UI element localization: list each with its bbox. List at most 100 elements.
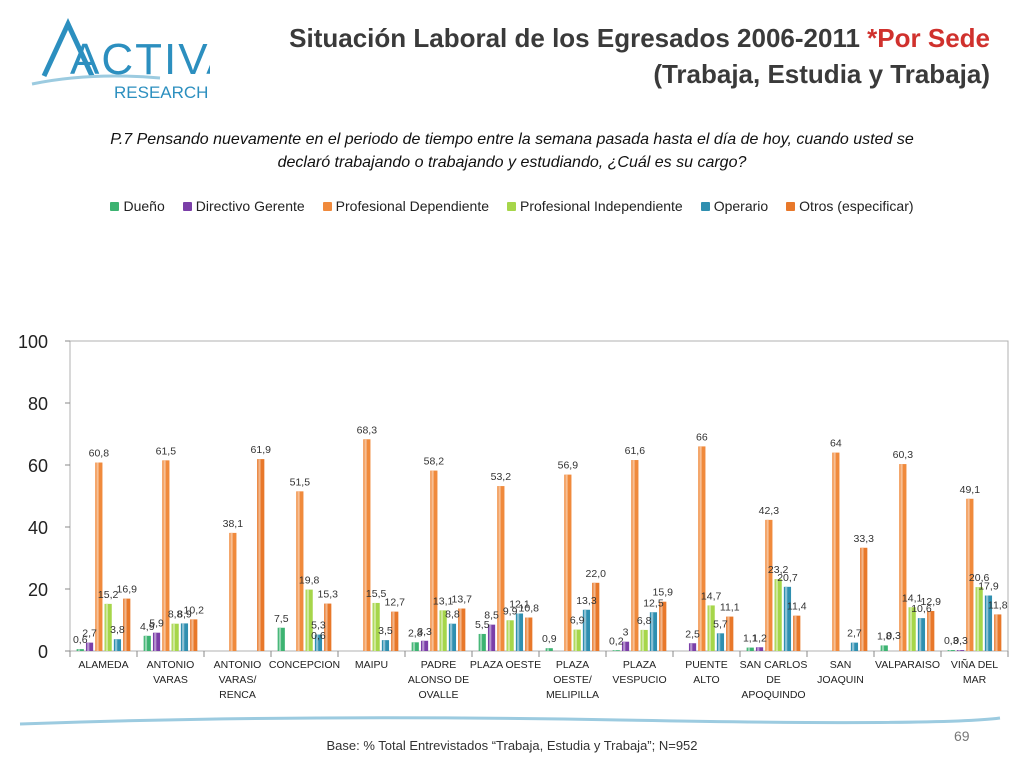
bar [104,603,112,651]
bar [850,642,859,651]
data-label: 15,3 [318,589,339,601]
bar [525,617,533,651]
logo-a-shape [41,18,95,78]
activa-research-logo: ACTIVA RESEARCH [31,18,210,102]
bar [123,598,131,651]
data-label: 61,9 [251,444,272,456]
bar-highlight [623,641,626,651]
x-tick-label: PLAZA OESTE [470,659,541,671]
bar [113,639,122,651]
bar-highlight [928,611,931,651]
legend-item: Dueño [110,198,165,214]
legend-swatch [786,201,796,211]
bar-highlight [995,614,998,651]
bar-highlight [967,498,970,651]
bar-highlight [412,642,416,651]
bar-highlight [144,635,148,651]
bar [966,498,974,651]
bar [411,642,419,651]
bar [956,650,965,651]
bar [372,602,380,651]
bar [95,462,103,651]
x-tick-label: PUENTE [685,659,728,671]
bar [783,586,792,651]
question-line2: declaró trabajando o trabajando y estudi… [277,154,747,171]
bar [171,623,179,651]
x-tick-label: SAN [830,659,852,671]
x-tick-label: PADRE [421,659,456,671]
data-label: 6,8 [637,615,652,627]
bar-highlight [517,613,520,651]
data-label: 22,0 [586,568,607,580]
data-label: 5,7 [713,618,728,630]
bar [162,460,170,651]
data-label: 3,3 [417,626,432,638]
bar [707,605,715,651]
data-label: 3 [623,627,629,639]
y-tick-label: 80 [28,394,48,414]
x-tick-label: CONCEPCION [269,659,340,671]
data-label: 8,9 [177,608,192,620]
bar-highlight [182,623,185,651]
x-tick-label: SAN CARLOS [740,659,808,671]
x-tick-label: ALAMEDA [78,659,128,671]
bar-highlight [489,624,492,651]
data-label: 10,6 [911,603,932,615]
bar-highlight [163,460,166,651]
legend-label: Profesional Independiente [520,198,683,214]
bar [478,633,486,651]
bar-highlight [574,629,577,651]
bar-highlight [861,547,864,651]
bar-highlight [87,642,90,651]
data-label: 61,6 [625,445,646,457]
y-tick-label: 100 [18,332,48,352]
x-tick-label: MAR [963,674,987,686]
bar [180,623,189,651]
bar-highlight [690,643,693,651]
bar [545,648,553,651]
legend-swatch [700,201,710,211]
data-label: 11,8 [988,599,1008,611]
footer-swoosh-line [19,716,1001,726]
x-tick-label: RENCA [219,689,256,701]
data-label: 13,3 [576,595,597,607]
question-line1: P.7 Pensando nuevamente en el periodo de… [110,131,914,148]
data-label: 60,8 [89,448,110,460]
bar [152,632,161,651]
legend-swatch [322,201,332,211]
bar [612,650,620,651]
bar [746,647,754,651]
data-label: 10,2 [184,604,205,616]
bar [755,647,764,651]
x-tick-label: PLAZA [623,659,656,671]
x-tick-label: VALPARAISO [875,659,940,671]
bar [324,603,332,651]
bar-highlight [422,640,425,651]
data-label: 1,2 [752,632,767,644]
bar [497,486,505,651]
data-label: 23,2 [768,564,789,576]
bar [305,589,313,651]
bar [458,608,466,651]
x-tick-label: OESTE/ [553,674,592,686]
bar-highlight [383,640,386,651]
data-label: 9,9 [503,605,518,617]
legend-item: Profesional Dependiente [322,198,489,214]
legend-label: Operario [713,198,769,214]
bar [698,446,706,651]
data-label: 0,3 [886,630,901,642]
x-tick-label: APOQUINDO [741,689,805,701]
bar [975,587,983,651]
bar-highlight [431,470,434,651]
bar-highlight [105,603,108,651]
bar [726,616,734,651]
bar [947,650,955,651]
x-tick-label: VARAS [153,674,188,686]
x-tick-label: ANTONIO [214,659,262,671]
data-label: 7,5 [274,613,289,625]
bar [448,623,457,651]
data-label: 15,9 [653,587,674,599]
data-label: 17,9 [978,581,999,593]
bar-highlight [833,452,836,651]
bar [277,627,285,651]
